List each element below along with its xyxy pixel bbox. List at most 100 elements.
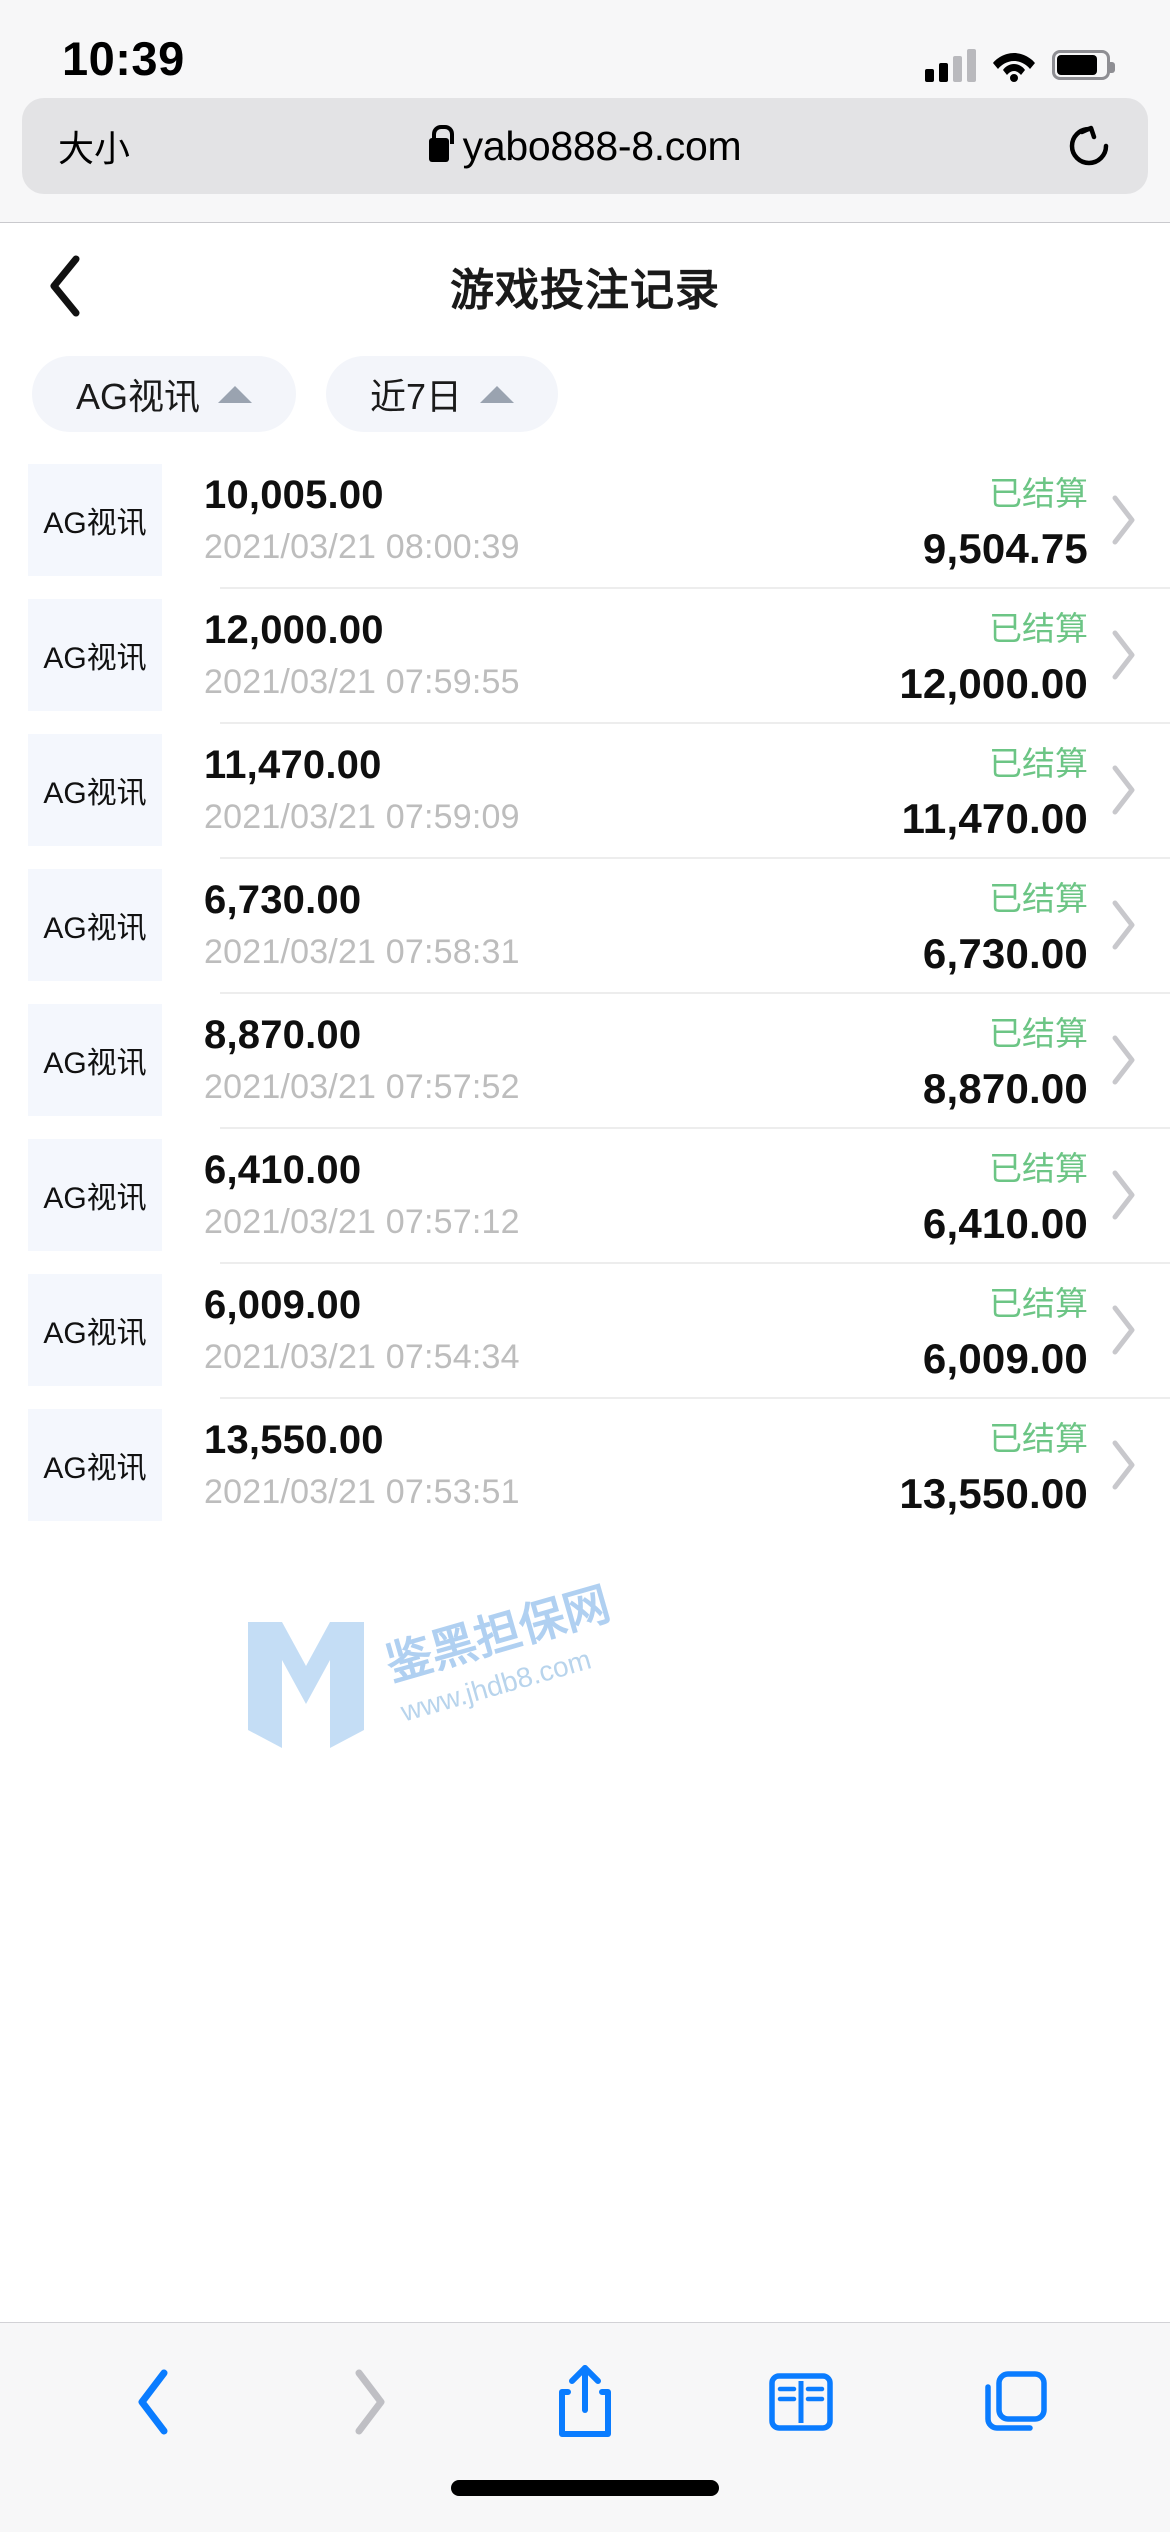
table-row[interactable]: AG视讯 6,730.00 2021/03/21 07:58:31 已结算 6,… [0, 857, 1170, 992]
status-badge: 已结算 [989, 1149, 1088, 1187]
row-main: 6,410.00 2021/03/21 07:57:12 [204, 1148, 923, 1242]
bet-amount: 8,870.00 [204, 1012, 362, 1057]
chevron-right-icon[interactable] [1102, 1169, 1146, 1221]
row-main: 12,000.00 2021/03/21 07:59:55 [204, 608, 899, 702]
row-status-block: 已结算 11,470.00 [902, 737, 1088, 843]
payout-amount: 11,470.00 [901, 794, 1088, 842]
bet-timestamp: 2021/03/21 07:59:55 [204, 662, 520, 701]
game-badge-label: AG视讯 [43, 641, 147, 675]
status-bar: 10:39 [0, 0, 1170, 88]
text-size-button[interactable]: 大小 [58, 128, 131, 169]
row-status-block: 已结算 6,730.00 [923, 872, 1088, 978]
game-badge: AG视讯 [28, 1138, 162, 1251]
payout-amount: 6,009.00 [922, 1334, 1088, 1382]
status-badge: 已结算 [989, 1419, 1088, 1457]
share-icon[interactable] [540, 2357, 630, 2447]
status-badge: 已结算 [989, 609, 1088, 647]
chevron-right-icon[interactable] [1102, 1034, 1146, 1086]
bookmarks-book-icon[interactable] [756, 2357, 846, 2447]
url-text: yabo888-8.com [462, 122, 742, 169]
chevron-right-icon[interactable] [1102, 1304, 1146, 1356]
filter-game-type-label: AG视讯 [76, 376, 201, 417]
home-indicator-area [0, 2480, 1170, 2532]
bet-amount: 6,410.00 [204, 1147, 362, 1192]
game-badge: AG视讯 [28, 868, 162, 981]
game-badge: AG视讯 [28, 598, 162, 711]
row-main: 8,870.00 2021/03/21 07:57:52 [204, 1013, 923, 1107]
browser-toolbar-bottom [0, 2322, 1170, 2480]
address-bar[interactable]: 大小 yabo888-8.com [22, 98, 1148, 194]
page-header: 游戏投注记录 [0, 223, 1170, 348]
game-badge-label: AG视讯 [43, 1046, 147, 1080]
browser-chrome-top: 大小 yabo888-8.com [0, 88, 1170, 223]
table-row[interactable]: AG视讯 8,870.00 2021/03/21 07:57:52 已结算 8,… [0, 992, 1170, 1127]
page-back-button[interactable] [36, 255, 96, 316]
watermark-text: 鉴黑担保网 [380, 1577, 616, 1691]
bet-amount: 10,005.00 [204, 472, 384, 517]
bet-timestamp: 2021/03/21 08:00:39 [204, 527, 520, 566]
payout-amount: 8,870.00 [922, 1064, 1088, 1112]
payout-amount: 9,504.75 [922, 524, 1088, 572]
url-display: yabo888-8.com [22, 123, 1148, 170]
chevron-right-icon[interactable] [1102, 629, 1146, 681]
row-main: 6,009.00 2021/03/21 07:54:34 [204, 1283, 923, 1377]
status-indicators [925, 48, 1115, 82]
row-status-block: 已结算 6,410.00 [923, 1142, 1088, 1248]
bet-records-list[interactable]: AG视讯 10,005.00 2021/03/21 08:00:39 已结算 9… [0, 452, 1170, 2322]
tabs-icon[interactable] [971, 2357, 1061, 2447]
caret-up-icon [218, 385, 253, 403]
table-row[interactable]: AG视讯 10,005.00 2021/03/21 08:00:39 已结算 9… [0, 452, 1170, 587]
site-watermark: 鉴黑担保网 www.jhdb8.com [230, 1577, 700, 1750]
row-status-block: 已结算 8,870.00 [923, 1007, 1088, 1113]
lock-icon [428, 125, 454, 162]
game-badge: AG视讯 [28, 1408, 162, 1521]
caret-up-icon [480, 385, 515, 403]
bet-amount: 13,550.00 [204, 1417, 384, 1462]
reload-icon[interactable] [1066, 123, 1112, 169]
filter-date-range-label: 近7日 [370, 376, 463, 417]
row-status-block: 已结算 6,009.00 [923, 1277, 1088, 1383]
bet-timestamp: 2021/03/21 07:58:31 [204, 932, 520, 971]
filter-game-type[interactable]: AG视讯 [32, 356, 297, 432]
table-row[interactable]: AG视讯 11,470.00 2021/03/21 07:59:09 已结算 1… [0, 722, 1170, 857]
battery-icon [1052, 50, 1115, 80]
table-row[interactable]: AG视讯 6,410.00 2021/03/21 07:57:12 已结算 6,… [0, 1127, 1170, 1262]
m-logo-icon [248, 1622, 364, 1748]
row-status-block: 已结算 12,000.00 [899, 602, 1088, 708]
game-badge: AG视讯 [28, 463, 162, 576]
chevron-right-icon[interactable] [1102, 1439, 1146, 1491]
bet-timestamp: 2021/03/21 07:57:52 [204, 1067, 520, 1106]
game-badge: AG视讯 [28, 733, 162, 846]
browser-forward-button[interactable] [324, 2357, 414, 2447]
status-badge: 已结算 [989, 744, 1088, 782]
chevron-right-icon[interactable] [1102, 764, 1146, 816]
status-time: 10:39 [62, 32, 185, 85]
watermark-url: www.jhdb8.com [397, 1643, 595, 1728]
payout-amount: 13,550.00 [899, 1469, 1088, 1517]
bet-amount: 6,730.00 [204, 877, 362, 922]
status-badge: 已结算 [989, 879, 1088, 917]
filter-date-range[interactable]: 近7日 [326, 356, 559, 432]
chevron-right-icon[interactable] [1102, 494, 1146, 546]
cellular-signal-icon [925, 48, 976, 82]
row-main: 11,470.00 2021/03/21 07:59:09 [204, 743, 902, 837]
chevron-right-icon[interactable] [1102, 899, 1146, 951]
row-status-block: 已结算 9,504.75 [923, 467, 1088, 573]
status-badge: 已结算 [989, 1284, 1088, 1322]
row-main: 6,730.00 2021/03/21 07:58:31 [204, 878, 923, 972]
table-row[interactable]: AG视讯 13,550.00 2021/03/21 07:53:51 已结算 1… [0, 1397, 1170, 1532]
bet-timestamp: 2021/03/21 07:53:51 [204, 1472, 520, 1511]
payout-amount: 12,000.00 [899, 659, 1088, 707]
table-row[interactable]: AG视讯 6,009.00 2021/03/21 07:54:34 已结算 6,… [0, 1262, 1170, 1397]
game-badge: AG视讯 [28, 1273, 162, 1386]
row-status-block: 已结算 13,550.00 [899, 1412, 1088, 1518]
table-row[interactable]: AG视讯 12,000.00 2021/03/21 07:59:55 已结算 1… [0, 587, 1170, 722]
game-badge-label: AG视讯 [43, 911, 147, 945]
game-badge-label: AG视讯 [43, 506, 147, 540]
page-title: 游戏投注记录 [450, 265, 720, 315]
browser-back-button[interactable] [109, 2357, 199, 2447]
bet-amount: 12,000.00 [204, 607, 384, 652]
payout-amount: 6,410.00 [922, 1199, 1088, 1247]
filter-bar: AG视讯 近7日 [0, 348, 1170, 452]
